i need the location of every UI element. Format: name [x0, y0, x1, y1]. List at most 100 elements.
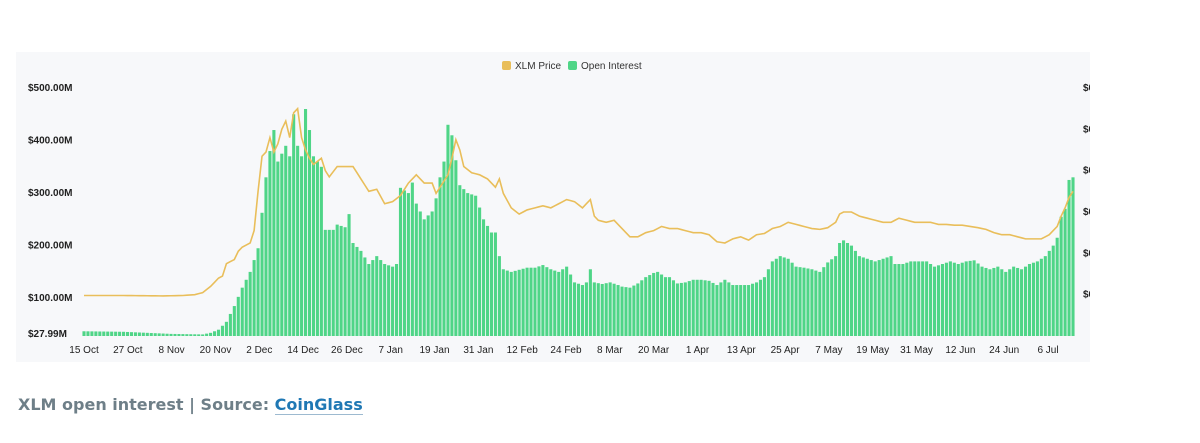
open-interest-bar[interactable] [580, 285, 584, 336]
open-interest-bar[interactable] [244, 279, 248, 336]
open-interest-bar[interactable] [355, 246, 359, 336]
open-interest-bar[interactable] [873, 261, 877, 336]
open-interest-bar[interactable] [260, 212, 264, 336]
open-interest-bar[interactable] [347, 214, 351, 336]
open-interest-bar[interactable] [620, 286, 624, 336]
open-interest-bar[interactable] [157, 333, 161, 336]
open-interest-bar[interactable] [751, 283, 755, 336]
open-interest-bar[interactable] [711, 282, 715, 336]
open-interest-bar[interactable] [1027, 264, 1032, 336]
open-interest-bar[interactable] [778, 256, 782, 336]
open-interest-bar[interactable] [735, 285, 739, 336]
open-interest-bar[interactable] [466, 193, 470, 336]
open-interest-bar[interactable] [216, 329, 221, 336]
open-interest-bar[interactable] [213, 331, 217, 336]
open-interest-bar[interactable] [861, 257, 865, 336]
open-interest-bar[interactable] [814, 270, 818, 336]
open-interest-bar[interactable] [141, 332, 145, 336]
open-interest-bar[interactable] [110, 331, 114, 336]
open-interest-bar[interactable] [731, 285, 735, 336]
open-interest-bar[interactable] [786, 258, 790, 336]
open-interest-bar[interactable] [545, 267, 549, 336]
open-interest-bar[interactable] [268, 151, 272, 336]
open-interest-bar[interactable] [636, 283, 640, 336]
open-interest-bar[interactable] [248, 271, 252, 336]
open-interest-bar[interactable] [667, 277, 672, 336]
open-interest-bar[interactable] [462, 189, 466, 336]
open-interest-bar[interactable] [675, 283, 679, 336]
open-interest-bar[interactable] [90, 331, 94, 336]
open-interest-bar[interactable] [1047, 250, 1051, 336]
open-interest-bar[interactable] [849, 245, 854, 336]
open-interest-bar[interactable] [489, 232, 494, 336]
open-interest-bar[interactable] [826, 262, 830, 336]
open-interest-bar[interactable] [209, 332, 213, 336]
open-interest-bar[interactable] [205, 333, 209, 336]
open-interest-bar[interactable] [137, 332, 141, 336]
open-interest-bar[interactable] [1004, 271, 1008, 336]
open-interest-bar[interactable] [161, 333, 165, 336]
open-interest-bar[interactable] [185, 334, 189, 336]
open-interest-bar[interactable] [921, 261, 925, 336]
open-interest-bar[interactable] [94, 331, 98, 336]
open-interest-bar[interactable] [616, 285, 620, 336]
open-interest-bar[interactable] [426, 215, 430, 336]
open-interest-bar[interactable] [474, 195, 478, 336]
open-interest-bar[interactable] [671, 280, 675, 336]
open-interest-bar[interactable] [644, 277, 648, 336]
open-interest-bar[interactable] [478, 207, 482, 336]
open-interest-bar[interactable] [1063, 208, 1067, 336]
open-interest-bar[interactable] [972, 260, 976, 336]
open-interest-bar[interactable] [98, 331, 102, 336]
open-interest-bar[interactable] [968, 260, 972, 336]
open-interest-bar[interactable] [1059, 216, 1063, 336]
open-interest-bar[interactable] [952, 262, 956, 336]
open-interest-bar[interactable] [588, 269, 592, 336]
open-interest-bar[interactable] [228, 313, 232, 336]
open-interest-bar[interactable] [715, 285, 719, 336]
open-interest-bar[interactable] [770, 261, 774, 336]
open-interest-bar[interactable] [118, 331, 122, 336]
open-interest-bar[interactable] [628, 287, 632, 336]
open-interest-bar[interactable] [296, 145, 300, 336]
open-interest-bar[interactable] [501, 269, 505, 336]
open-interest-bar[interactable] [122, 331, 126, 336]
open-interest-bar[interactable] [505, 270, 509, 336]
open-interest-bar[interactable] [632, 285, 636, 336]
open-interest-bar[interactable] [1012, 266, 1016, 336]
open-interest-bar[interactable] [517, 269, 521, 336]
open-interest-bar[interactable] [1023, 266, 1028, 336]
open-interest-bar[interactable] [857, 256, 861, 336]
open-interest-bar[interactable] [802, 267, 806, 336]
open-interest-bar[interactable] [913, 261, 917, 336]
open-interest-bar[interactable] [1008, 269, 1012, 336]
open-interest-bar[interactable] [351, 243, 355, 336]
open-interest-bar[interactable] [663, 277, 668, 336]
open-interest-bar[interactable] [1000, 269, 1004, 336]
open-interest-bar[interactable] [691, 279, 695, 336]
open-interest-bar[interactable] [414, 203, 418, 336]
open-interest-bar[interactable] [656, 271, 660, 336]
open-interest-bar[interactable] [790, 262, 794, 336]
open-interest-bar[interactable] [485, 225, 490, 336]
open-interest-bar[interactable] [1020, 269, 1024, 336]
open-interest-bar[interactable] [1051, 245, 1055, 336]
open-interest-bar[interactable] [292, 114, 296, 336]
open-interest-bar[interactable] [834, 256, 838, 336]
open-interest-bar[interactable] [311, 156, 315, 336]
open-interest-bar[interactable] [446, 124, 450, 336]
open-interest-bar[interactable] [232, 306, 236, 336]
open-interest-bar[interactable] [893, 264, 897, 336]
open-interest-bar[interactable] [917, 261, 921, 336]
open-interest-bar[interactable] [897, 264, 901, 336]
open-interest-bar[interactable] [173, 333, 177, 336]
open-interest-bar[interactable] [592, 282, 596, 336]
open-interest-bar[interactable] [604, 283, 608, 336]
open-interest-bar[interactable] [980, 266, 984, 336]
open-interest-bar[interactable] [525, 267, 529, 336]
open-interest-bar[interactable] [133, 332, 137, 336]
open-interest-bar[interactable] [327, 229, 331, 336]
open-interest-bar[interactable] [707, 280, 711, 336]
open-interest-bar[interactable] [363, 257, 367, 336]
open-interest-bar[interactable] [193, 334, 197, 336]
